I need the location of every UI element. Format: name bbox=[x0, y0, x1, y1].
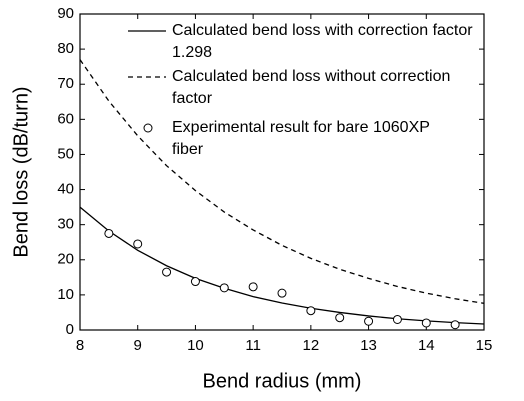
y-tick-label: 40 bbox=[57, 181, 74, 198]
x-tick-label: 11 bbox=[245, 337, 261, 354]
x-axis-label: Bend radius (mm) bbox=[203, 370, 362, 392]
y-axis-label: Bend loss (dB/turn) bbox=[10, 86, 32, 257]
plot-frame bbox=[79, 13, 485, 331]
data-point bbox=[392, 314, 402, 324]
data-point bbox=[450, 320, 460, 330]
y-tick-label: 0 bbox=[66, 321, 74, 338]
x-tick-label: 14 bbox=[418, 337, 435, 354]
y-tick-label: 60 bbox=[57, 110, 74, 127]
data-point bbox=[306, 306, 316, 316]
data-line bbox=[79, 59, 485, 304]
y-tick-label: 30 bbox=[57, 216, 74, 233]
data-point bbox=[335, 313, 345, 323]
y-tick-label: 70 bbox=[57, 75, 74, 92]
x-tick-label: 15 bbox=[476, 337, 493, 354]
legend-entry: Experimental result for bare 1060XP fibe… bbox=[172, 119, 430, 158]
data-point bbox=[248, 282, 258, 292]
legend-marker bbox=[143, 123, 153, 133]
x-tick-label: 12 bbox=[303, 337, 320, 354]
data-point bbox=[162, 267, 172, 277]
y-tick-label: 80 bbox=[57, 40, 74, 57]
y-tick-label: 20 bbox=[57, 251, 74, 268]
x-tick-label: 9 bbox=[134, 337, 142, 354]
legend-entry: Calculated bend loss with correction fac… bbox=[172, 22, 473, 61]
data-point bbox=[190, 277, 200, 287]
y-tick-label: 90 bbox=[57, 5, 74, 22]
data-point bbox=[104, 228, 114, 238]
data-point bbox=[219, 283, 229, 293]
data-point bbox=[133, 239, 143, 249]
x-tick-label: 13 bbox=[360, 337, 377, 354]
data-point bbox=[277, 288, 287, 298]
data-point bbox=[421, 318, 431, 328]
y-tick-label: 50 bbox=[57, 145, 74, 162]
data-line bbox=[79, 206, 485, 325]
x-tick-label: 8 bbox=[76, 337, 84, 354]
legend-entry: Calculated bend loss without correction … bbox=[172, 68, 451, 107]
y-tick-label: 10 bbox=[57, 286, 74, 303]
data-point bbox=[364, 316, 374, 326]
x-tick-label: 10 bbox=[187, 337, 204, 354]
